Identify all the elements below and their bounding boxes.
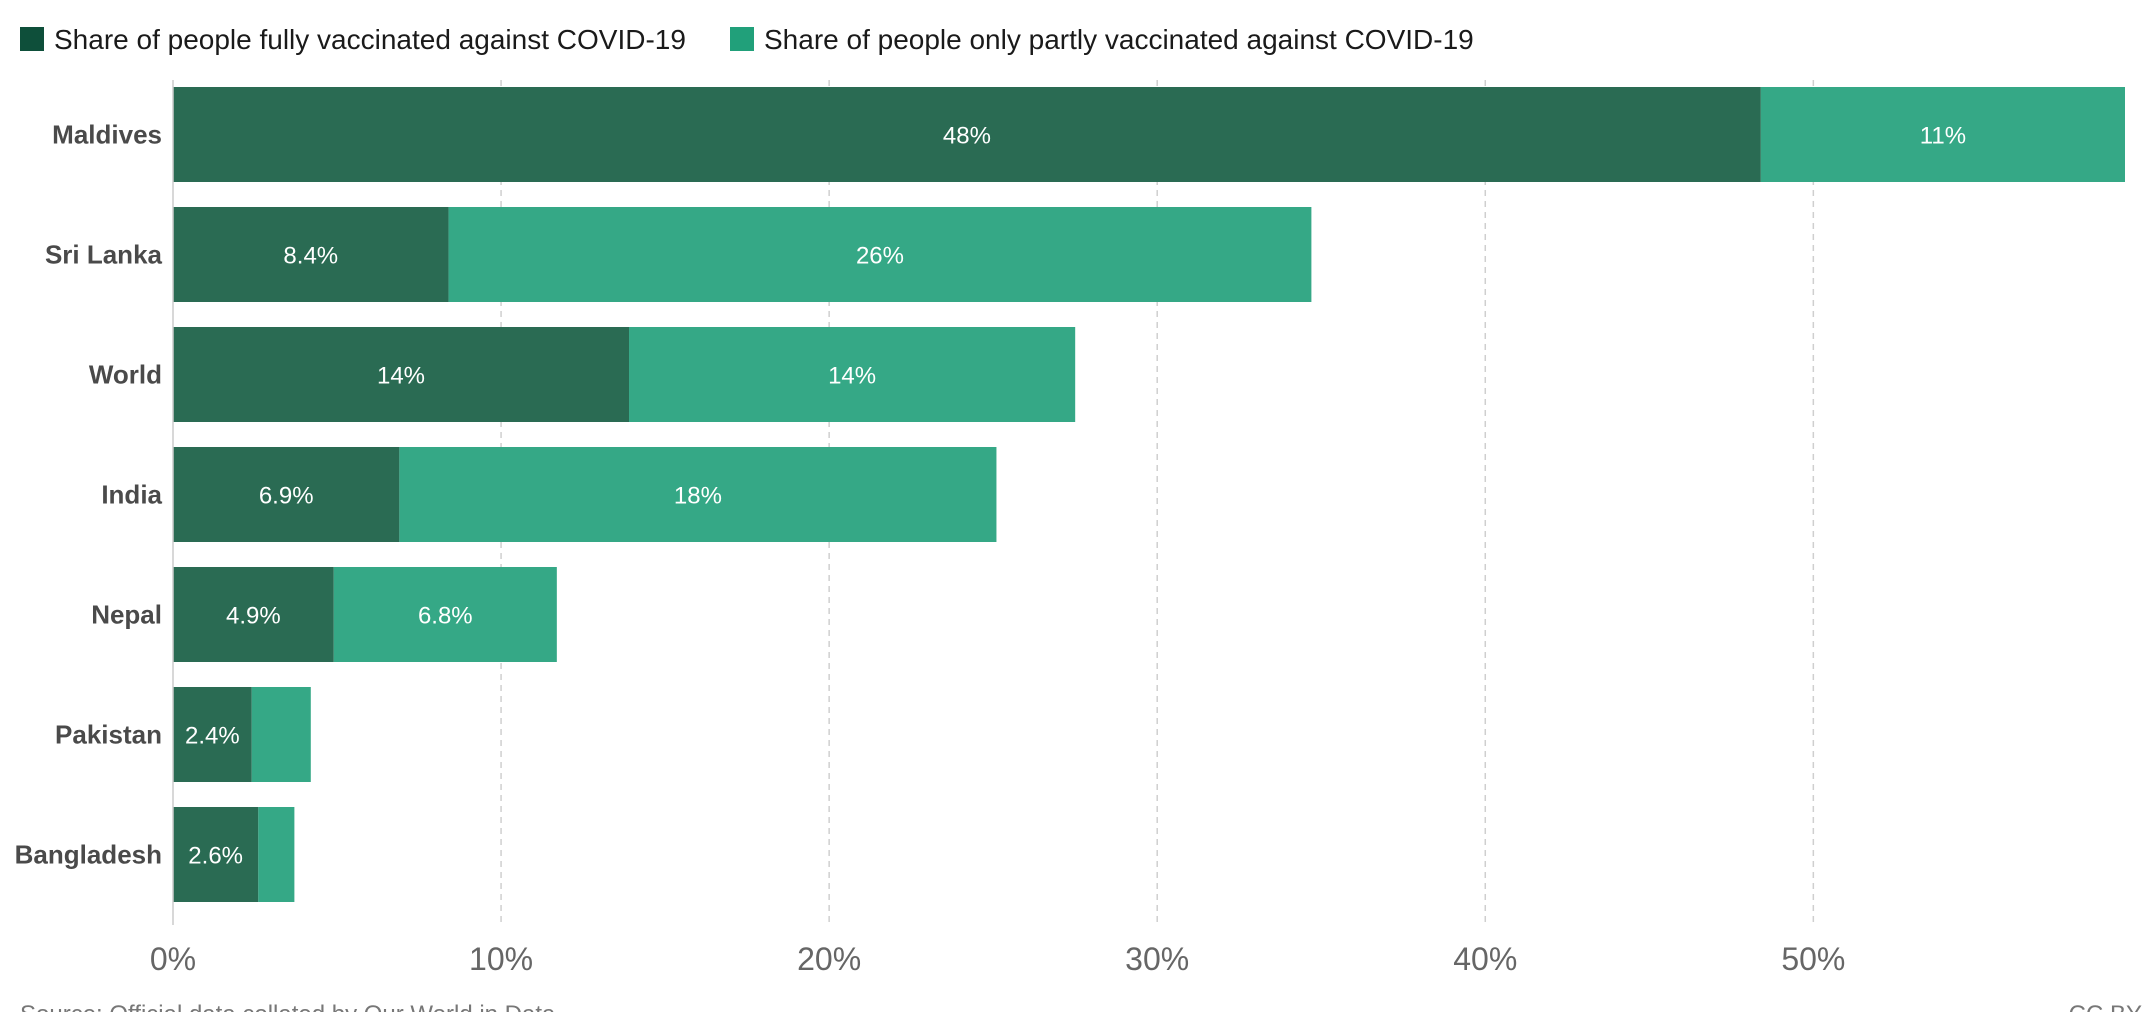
bar-partly-pakistan	[251, 687, 311, 782]
legend-swatch-partly-vaccinated	[730, 27, 754, 51]
bar-fully-sri-lanka	[173, 207, 449, 302]
bar-partly-world	[629, 327, 1076, 422]
data-label-partly-sri-lanka: 26%	[856, 243, 904, 270]
bar-fully-nepal	[173, 567, 334, 662]
data-label-partly-nepal: 6.8%	[418, 603, 473, 630]
data-label-fully-sri-lanka: 8.4%	[283, 243, 338, 270]
x-tick-label-10: 10%	[469, 941, 533, 977]
category-labels: Maldives Sri Lanka World India Nepal Pakistan…	[15, 120, 163, 870]
category-label-nepal: Nepal	[91, 600, 162, 630]
data-label-fully-world: 14%	[377, 363, 425, 390]
bar-partly-nepal	[333, 567, 557, 662]
legend-swatch-fully-vaccinated	[20, 27, 44, 51]
source-note: Source: Official data collated by Our Wo…	[20, 1001, 556, 1012]
bar-fully-pakistan	[173, 687, 252, 782]
legend-label-fully-vaccinated: Share of people fully vaccinated against…	[54, 24, 686, 55]
legend: Share of people fully vaccinated against…	[20, 24, 1474, 55]
bar-partly-bangladesh	[258, 807, 295, 902]
x-axis-ticks: 0% 10% 20% 30% 40% 50%	[150, 941, 1845, 977]
x-tick-label-0: 0%	[150, 941, 196, 977]
category-label-bangladesh: Bangladesh	[15, 840, 162, 870]
data-label-partly-world: 14%	[828, 363, 876, 390]
data-label-fully-bangladesh: 2.6%	[188, 843, 243, 870]
x-tick-label-30: 30%	[1125, 941, 1189, 977]
bar-fully-bangladesh	[173, 807, 259, 902]
footer: Source: Official data collated by Our Wo…	[20, 1001, 2142, 1017]
bar-fully-world	[173, 327, 630, 422]
data-label-fully-india: 6.9%	[259, 483, 314, 510]
bar-fully-india	[173, 447, 400, 542]
category-label-world: World	[89, 360, 162, 390]
license-note: CC BY	[2069, 1001, 2142, 1012]
bar-partly-sri-lanka	[448, 207, 1312, 302]
data-label-partly-maldives: 11%	[1920, 123, 1966, 150]
x-tick-label-20: 20%	[797, 941, 861, 977]
category-label-india: India	[101, 480, 162, 510]
bars-layer: 48% 11% 8.4% 26% 14% 14% 6.9% 18% 4.9% 6.8% 2.4% 2.…	[172, 80, 2125, 925]
category-label-pakistan: Pakistan	[55, 720, 162, 750]
bar-fully-maldives	[173, 87, 1761, 182]
data-label-fully-pakistan: 2.4%	[185, 723, 240, 750]
data-label-fully-maldives: 48%	[943, 123, 991, 150]
category-label-sri-lanka: Sri Lanka	[45, 240, 163, 270]
bar-partly-maldives	[1760, 87, 2125, 182]
x-tick-label-40: 40%	[1453, 941, 1517, 977]
data-label-partly-india: 18%	[674, 483, 722, 510]
bar-partly-india	[399, 447, 997, 542]
legend-label-partly-vaccinated: Share of people only partly vaccinated a…	[764, 24, 1474, 55]
category-label-maldives: Maldives	[52, 120, 162, 150]
data-label-fully-nepal: 4.9%	[226, 603, 281, 630]
x-tick-label-50: 50%	[1781, 941, 1845, 977]
